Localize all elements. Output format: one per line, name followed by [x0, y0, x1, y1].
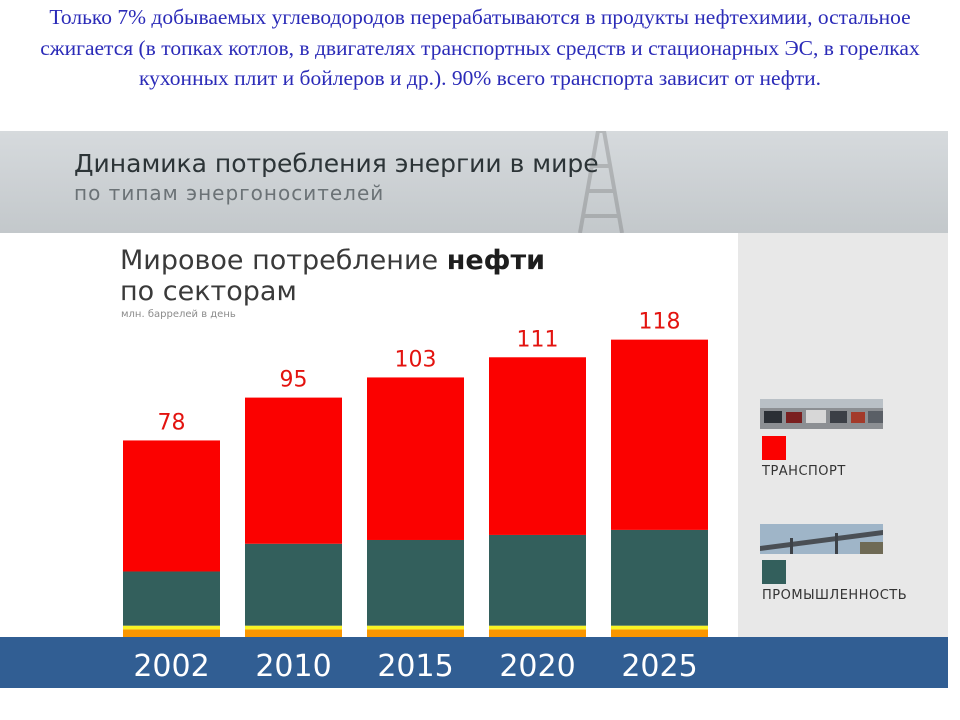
bar-segment-2025-2 [611, 529, 708, 626]
slide-image: Динамика потребления энергии в мире по т… [0, 131, 948, 688]
x-tick-label-2015: 2015 [377, 649, 453, 684]
total-label-2010: 95 [280, 368, 308, 393]
industry-photo [760, 524, 883, 554]
legend-label-industry: ПРОМЫШЛЕННОСТЬ [762, 588, 908, 603]
bar-segment-2010-3 [245, 397, 342, 544]
x-tick-label-2020: 2020 [499, 649, 575, 684]
chart-subtitle: по секторам [120, 276, 297, 307]
banner-subtitle: по типам энергоносителей [74, 181, 385, 205]
slide-caption: Только 7% добываемых углеводородов перер… [40, 5, 920, 90]
total-label-2020: 111 [517, 327, 559, 352]
x-tick-label-2025: 2025 [621, 649, 697, 684]
traffic-photo [760, 399, 883, 429]
bar-segment-2002-1 [123, 625, 220, 630]
total-label-2015: 103 [395, 347, 437, 372]
bar-segment-2002-0 [123, 629, 220, 637]
bar-segment-2010-2 [245, 543, 342, 626]
x-tick-label-2010: 2010 [255, 649, 331, 684]
bar-segment-2020-1 [489, 625, 586, 630]
bar-segment-2015-0 [367, 629, 464, 637]
total-label-2025: 118 [639, 310, 681, 335]
legend-swatch-industry [762, 560, 786, 584]
banner: Динамика потребления энергии в мире по т… [0, 131, 948, 233]
bar-segment-2020-2 [489, 534, 586, 626]
bar-segment-2002-3 [123, 440, 220, 572]
oil-consumption-chart: 78 95 103 111 118 2002 2010 2015 2020 2025 [0, 310, 948, 688]
bar-segment-2015-2 [367, 539, 464, 626]
legend-label-transport: ТРАНСПОРТ [762, 464, 846, 479]
chart-unit-label: млн. баррелей в день [121, 309, 236, 320]
bar-segment-2025-3 [611, 339, 708, 530]
bar-segment-2010-0 [245, 629, 342, 637]
chart-title-bold: нефти [446, 245, 546, 276]
bar-segment-2015-1 [367, 625, 464, 630]
bar-segment-2002-2 [123, 571, 220, 626]
x-tick-label-2002: 2002 [133, 649, 209, 684]
chart-title: Мировое потребление нефти [120, 245, 546, 276]
oil-tower-graphic [578, 131, 624, 233]
legend-swatch-transport [762, 436, 786, 460]
total-label-2002: 78 [158, 410, 186, 435]
bar-segment-2015-3 [367, 377, 464, 540]
bar-segment-2010-1 [245, 625, 342, 630]
axis-band [0, 637, 948, 688]
bar-segment-2025-0 [611, 629, 708, 637]
banner-title: Динамика потребления энергии в мире [74, 149, 599, 178]
bar-segment-2020-3 [489, 357, 586, 535]
bar-segment-2025-1 [611, 625, 708, 630]
bar-segment-2020-0 [489, 629, 586, 637]
